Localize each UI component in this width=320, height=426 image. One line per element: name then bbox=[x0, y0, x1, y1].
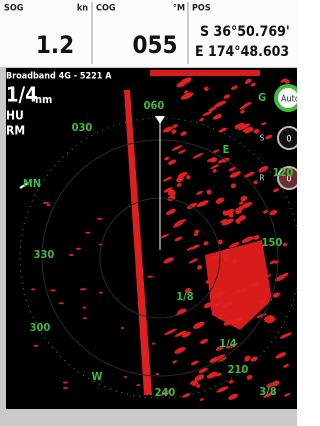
echo bbox=[97, 218, 103, 220]
gain-label: G bbox=[258, 91, 266, 104]
bearing-label: 030 bbox=[72, 121, 93, 134]
bearing-label: 210 bbox=[228, 363, 249, 376]
echo bbox=[43, 202, 49, 204]
echo bbox=[83, 317, 87, 319]
bearing-label: 240 bbox=[155, 386, 176, 399]
echo bbox=[99, 292, 103, 294]
motion: RM bbox=[6, 124, 25, 138]
echo bbox=[69, 254, 74, 256]
echo bbox=[63, 387, 68, 389]
echo bbox=[150, 70, 260, 76]
echo bbox=[147, 276, 153, 278]
sog-label: SOG bbox=[4, 4, 24, 14]
echo bbox=[31, 288, 35, 290]
bearing-label: 060 bbox=[144, 99, 165, 112]
bearing-label: 300 bbox=[30, 321, 51, 334]
range-ring-label: 3/8 bbox=[259, 385, 277, 398]
echo bbox=[152, 343, 155, 345]
sog-value: 1.2 bbox=[36, 31, 74, 59]
echo bbox=[156, 373, 159, 375]
cog-value: 055 bbox=[132, 31, 177, 59]
range-ring-label: 1/8 bbox=[176, 290, 194, 303]
bearing-label: 150 bbox=[262, 236, 283, 249]
echo bbox=[47, 204, 51, 206]
bearing-label: 120 bbox=[273, 166, 294, 179]
echo bbox=[80, 288, 87, 290]
pos-lat: S 36°50.769' bbox=[200, 24, 290, 40]
sea-value: 0 bbox=[286, 135, 291, 145]
echo bbox=[76, 248, 81, 250]
echo bbox=[136, 384, 140, 386]
bearing-label: W bbox=[92, 370, 103, 383]
echo bbox=[83, 307, 87, 309]
echo bbox=[50, 289, 56, 291]
echo bbox=[58, 302, 64, 304]
bearing-label: MN bbox=[23, 177, 41, 190]
pos-label: POS bbox=[192, 4, 211, 14]
rain-label: R bbox=[260, 174, 265, 183]
echo bbox=[34, 345, 39, 347]
echo bbox=[85, 232, 90, 234]
echo bbox=[124, 376, 127, 378]
cog-label: COG bbox=[96, 4, 116, 14]
bearing-label: 330 bbox=[34, 248, 55, 261]
radar-source: Broadband 4G - 5221 A bbox=[6, 72, 112, 82]
echo bbox=[121, 327, 124, 329]
echo bbox=[138, 295, 144, 297]
sog-unit: kn bbox=[77, 4, 88, 14]
radar-screen: SOG kn 1.2 COG °M 055 POS S 36°50.769' E… bbox=[0, 0, 297, 426]
echo bbox=[63, 382, 68, 384]
range-unit: nm bbox=[35, 93, 52, 106]
gain-value: Auto bbox=[281, 95, 297, 105]
pos-lon: E 174°48.603 bbox=[195, 44, 289, 60]
range-ring-label: 1/4 bbox=[219, 337, 237, 350]
range-value: 1/4 bbox=[6, 83, 38, 107]
sea-label: S bbox=[260, 134, 265, 143]
cog-unit: °M bbox=[173, 4, 185, 14]
echo bbox=[136, 255, 142, 257]
orientation: HU bbox=[6, 109, 24, 123]
bearing-label: E bbox=[223, 143, 230, 156]
